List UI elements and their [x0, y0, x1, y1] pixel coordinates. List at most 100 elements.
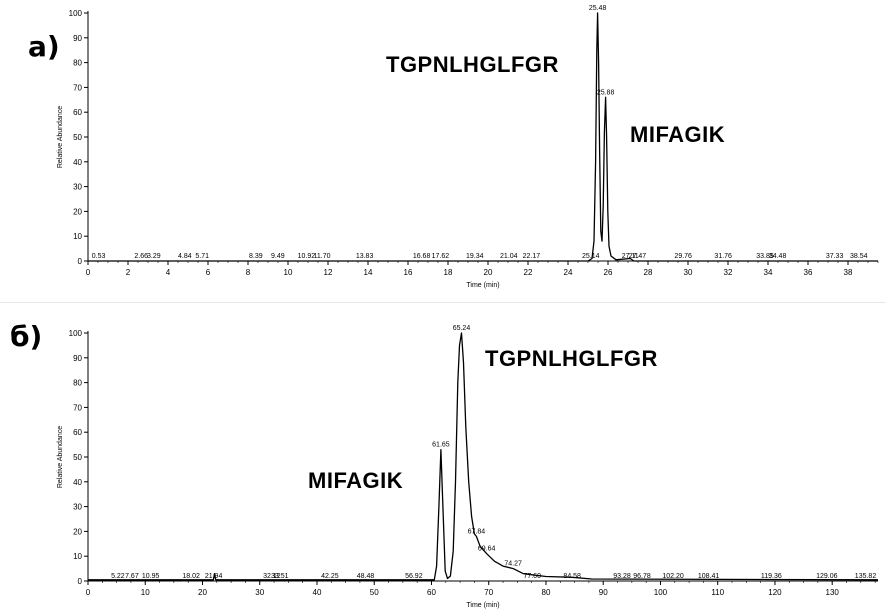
panel-b-y-tick-label: 100 — [69, 329, 83, 338]
panel-b-peak-label: 56.92 — [405, 573, 423, 580]
panel-a-x-tick-label: 24 — [564, 268, 573, 277]
panel-b-peak-label: 69.64 — [478, 546, 496, 553]
panel-a-peak-label: 5.71 — [195, 253, 209, 260]
panel-b-x-tick-label: 60 — [427, 588, 436, 597]
panel-b-x-tick-label: 110 — [711, 588, 724, 597]
panel-a-peak-label: 25.14 — [582, 253, 600, 260]
panel-b-x-axis-title: Time (min) — [466, 602, 499, 609]
panel-b-label: б) — [10, 320, 43, 353]
panel-a-y-tick-label: 80 — [73, 59, 82, 68]
panel-b-y-tick-label: 60 — [73, 428, 82, 437]
panel-b-trace-line — [88, 332, 879, 581]
panel-b-x-tick-label: 90 — [599, 588, 608, 597]
panel-b-peak-label: 129.06 — [816, 573, 838, 580]
panel-a-y-tick-label: 60 — [73, 108, 82, 117]
panel-a-peptide-mifagik: MIFAGIK — [630, 122, 726, 147]
panel-a-peptide-tgpnlhglfgr: TGPNLHGLFGR — [386, 52, 559, 77]
panel-a-x-tick-label: 22 — [524, 268, 533, 277]
panel-a-peak-label: 9.49 — [271, 253, 285, 260]
panel-b-x-tick-label: 50 — [370, 588, 379, 597]
panel-a-peak-label: 0.53 — [92, 253, 106, 260]
panel-a-y-tick-label: 20 — [73, 207, 82, 216]
panel-a-y-tick-label: 50 — [73, 133, 82, 142]
panel-b-x-tick-label: 130 — [826, 588, 840, 597]
panel-a-x-tick-label: 10 — [284, 268, 293, 277]
panel-a-y-tick-label: 10 — [73, 232, 82, 241]
panel-b-peak-label: 5.22 — [111, 573, 125, 580]
panel-b-x-tick-label: 10 — [141, 588, 150, 597]
panel-b-y-tick-label: 20 — [73, 527, 82, 536]
panel-b-x-tick-label: 80 — [542, 588, 551, 597]
panel-a-peak-label: 27.11 — [622, 253, 639, 260]
panel-a-peak-label: 33.85 — [756, 253, 774, 260]
panel-a-y-tick-label: 100 — [69, 9, 83, 18]
panel-a-peak-label: 29.76 — [674, 253, 692, 260]
panel-b-peptide-mifagik: MIFAGIK — [308, 468, 404, 493]
panel-a-x-axis-title: Time (min) — [466, 282, 499, 289]
panel-b-peak-label: 21.94 — [205, 573, 223, 580]
panel-b-peak-label: 96.78 — [633, 573, 651, 580]
panel-a-peak-label: 10.92 — [298, 253, 316, 260]
panel-b-y-tick-label: 0 — [78, 577, 83, 586]
panel-a-peak-label: 34.48 — [769, 253, 787, 260]
panel-b-peak-label: 74.27 — [504, 561, 522, 568]
panel-b-y-tick-label: 30 — [73, 503, 82, 512]
panel-a-x-tick-label: 20 — [484, 268, 493, 277]
panel-b-peak-label: 48.48 — [357, 573, 375, 580]
panel-a-peak-label: 8.39 — [249, 253, 263, 260]
panel-b-peak-label: 102.20 — [662, 573, 684, 580]
panel-a-x-tick-label: 32 — [724, 268, 733, 277]
panel-b-y-tick-label: 80 — [73, 379, 82, 388]
panel-a-x-tick-label: 38 — [844, 268, 853, 277]
panel-b-peak-label: 65.24 — [453, 325, 471, 332]
panel-b-peak-label: 84.58 — [563, 573, 581, 580]
panel-b-peak-label: 108.41 — [698, 573, 720, 580]
panel-b-y-tick-label: 70 — [73, 403, 82, 412]
panel-a-x-tick-label: 12 — [324, 268, 333, 277]
panel-a-peak-label: 25.88 — [597, 89, 615, 96]
panel-b-peak-label: 61.65 — [432, 442, 450, 449]
panel-separator — [0, 302, 886, 303]
panel-a-peak-label: 16.68 — [413, 253, 431, 260]
panel-a-y-tick-label: 90 — [73, 34, 82, 43]
panel-a-x-tick-label: 36 — [804, 268, 813, 277]
panel-b-peak-label: 135.82 — [855, 573, 877, 580]
panel-a-peak-label: 19.34 — [466, 253, 484, 260]
panel-b-y-tick-label: 90 — [73, 354, 82, 363]
panel-a-peak-label: 37.33 — [826, 253, 844, 260]
panel-b-x-tick-label: 30 — [255, 588, 264, 597]
panel-b-y-tick-label: 50 — [73, 453, 82, 462]
panel-a-peak-label: 4.84 — [178, 253, 192, 260]
panel-a-x-tick-label: 0 — [86, 268, 91, 277]
panel-a-peak-label: 13.83 — [356, 253, 374, 260]
panel-a-x-tick-label: 16 — [404, 268, 413, 277]
panel-a-x-tick-label: 14 — [364, 268, 373, 277]
panel-b-peak-label: 10.95 — [142, 573, 160, 580]
panel-b-x-tick-label: 40 — [313, 588, 322, 597]
panel-a-peak-label: 2.66 — [134, 253, 148, 260]
panel-b-peak-label: 67.84 — [468, 528, 486, 535]
panel-a-peak-label: 25.48 — [589, 5, 607, 12]
panel-a-y-tick-label: 0 — [78, 257, 83, 266]
panel-b-peak-label: 42.25 — [321, 573, 339, 580]
panel-a-peak-label: 38.54 — [850, 253, 868, 260]
panel-a-y-axis-title: Relative Abundance — [57, 106, 64, 168]
panel-b-x-tick-label: 70 — [484, 588, 493, 597]
panel-a-x-tick-label: 30 — [684, 268, 693, 277]
panel-a-trace-line — [88, 12, 878, 262]
panel-b-y-tick-label: 10 — [73, 552, 82, 561]
panel-b-y-axis-title: Relative Abundance — [57, 426, 64, 488]
panel-a-x-tick-label: 34 — [764, 268, 773, 277]
panel-b-x-tick-label: 100 — [654, 588, 668, 597]
panel-b-y-tick-label: 40 — [73, 478, 82, 487]
panel-b-peak-label: 18.02 — [182, 573, 200, 580]
panel-b-peak-label: 77.60 — [523, 573, 541, 580]
panel-a-x-tick-label: 26 — [604, 268, 613, 277]
panel-b-peak-label: 33.51 — [271, 573, 289, 580]
panel-a-peak-label: 17.62 — [432, 253, 450, 260]
panel-b-x-tick-label: 120 — [768, 588, 782, 597]
panel-b-x-tick-label: 0 — [86, 588, 91, 597]
panel-a-x-tick-label: 8 — [246, 268, 251, 277]
panel-a-x-tick-label: 6 — [206, 268, 211, 277]
